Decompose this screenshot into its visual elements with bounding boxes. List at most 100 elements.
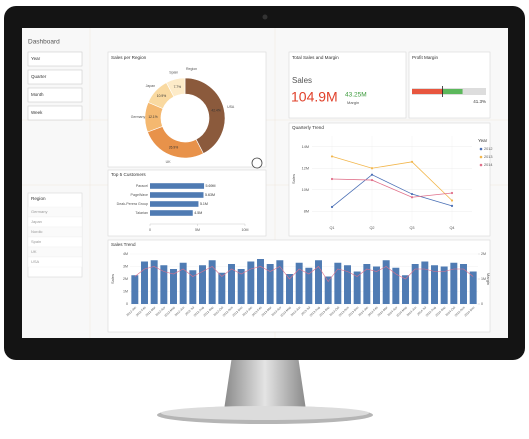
axis-title: Sales [110, 274, 115, 284]
panel-title: Sales per Region [111, 55, 147, 60]
x-tick-label: 2012-Jun [174, 305, 186, 317]
list-item-label: USA [31, 259, 40, 264]
bar[interactable] [382, 260, 390, 304]
bar[interactable] [344, 265, 351, 304]
bar[interactable] [199, 265, 206, 304]
kpi-value: 104.9M [291, 89, 338, 105]
point [370, 173, 374, 176]
list-item-label: UK [31, 249, 37, 254]
point [450, 199, 454, 202]
list-item[interactable] [27, 256, 83, 268]
bar[interactable] [469, 271, 477, 305]
gauge-bar [412, 89, 443, 94]
bar[interactable] [170, 269, 177, 304]
gauge-target [442, 89, 463, 94]
bar[interactable] [208, 260, 216, 304]
x-tick-label: 2012-Jan [125, 305, 137, 317]
y2-tick-label: 2M [481, 252, 486, 256]
bar[interactable] [353, 271, 361, 305]
bar[interactable] [179, 262, 187, 304]
filter-box[interactable] [27, 69, 83, 85]
x-tick-label: 2012-Apr [155, 305, 167, 317]
pie-slice [165, 77, 186, 98]
bar[interactable] [324, 276, 332, 305]
category-label: Talarian [135, 211, 148, 215]
bar[interactable] [392, 267, 400, 304]
bar-label: 5.69M [206, 184, 216, 188]
bar[interactable] [276, 260, 284, 304]
bar[interactable] [150, 192, 204, 198]
bar[interactable] [460, 264, 467, 304]
x-tick-label: 2014-Jan [357, 305, 369, 317]
bar[interactable] [218, 272, 226, 304]
bar[interactable] [315, 260, 322, 304]
category-label: Paracel [136, 184, 148, 188]
point [410, 196, 414, 199]
point [330, 205, 334, 209]
bar[interactable] [150, 210, 193, 216]
x-tick-label: 2014-Jul [416, 305, 427, 316]
bar[interactable] [402, 275, 409, 304]
bar[interactable] [431, 265, 438, 304]
x-tick-label: Q2 [369, 226, 374, 230]
bar[interactable] [237, 269, 245, 304]
y-tick-label: 2M [123, 277, 128, 281]
x-tick-label: 2012-Mar [145, 305, 157, 317]
slice-value: 26.9% [169, 146, 178, 150]
filter-box[interactable] [27, 51, 83, 67]
legend-swatch [479, 155, 483, 159]
list-item-label: Japan [31, 219, 42, 224]
kpi-value: 43.25M [345, 92, 367, 99]
filter-label: Quarter [31, 74, 47, 79]
x-tick-label: 2012-Oct [213, 305, 225, 317]
legend-label: 2014 [484, 163, 492, 167]
filter-box[interactable] [27, 105, 83, 121]
point [330, 155, 334, 158]
x-tick-label: 2012-Jul [184, 305, 195, 316]
bar[interactable] [450, 262, 458, 304]
filter-box[interactable] [27, 87, 83, 103]
bar[interactable] [150, 260, 158, 304]
zoom-button[interactable] [251, 157, 263, 169]
bar[interactable] [411, 264, 419, 304]
bar[interactable] [247, 261, 255, 305]
bar[interactable] [334, 262, 342, 304]
y-tick-label: 0 [126, 302, 128, 306]
gauge-label: 41.3% [473, 99, 486, 104]
bar[interactable] [257, 259, 264, 304]
x-tick-label: 2013-Jan [241, 305, 253, 317]
bar[interactable] [373, 266, 380, 305]
bar[interactable] [131, 275, 139, 304]
point [410, 192, 414, 196]
bar[interactable] [286, 274, 293, 304]
panel [288, 51, 407, 119]
pie-slice [184, 77, 226, 154]
stand-neck [224, 356, 306, 410]
bar[interactable] [160, 265, 168, 304]
series-line [331, 156, 453, 201]
series-line [134, 266, 474, 283]
bar[interactable] [150, 201, 199, 207]
bar[interactable] [363, 264, 371, 304]
y-tick-label: 10M [302, 188, 309, 192]
bar[interactable] [440, 266, 448, 305]
x-tick-label: 2014-Oct [445, 305, 457, 317]
point [450, 204, 454, 207]
point [410, 160, 414, 163]
bar[interactable] [150, 183, 205, 189]
y-tick-label: 14M [302, 145, 309, 149]
slice-name: Spain [169, 70, 178, 74]
bar[interactable] [141, 261, 148, 305]
bar[interactable] [228, 264, 235, 304]
category-label: PageWave [131, 193, 148, 197]
slice-value: 12.1% [148, 115, 157, 119]
list-item-label: Nordic [31, 229, 43, 234]
bar[interactable] [189, 270, 197, 304]
series-line [331, 174, 453, 208]
kpi-label: Margin [347, 100, 359, 105]
bar[interactable] [266, 264, 274, 304]
bar[interactable] [421, 261, 429, 305]
bar[interactable] [295, 262, 303, 304]
bar[interactable] [305, 267, 313, 304]
